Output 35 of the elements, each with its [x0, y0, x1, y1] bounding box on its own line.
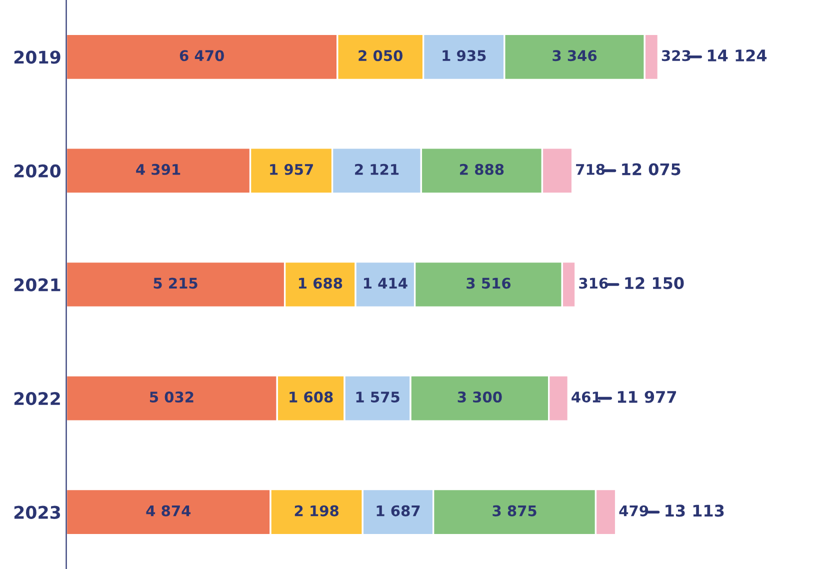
data-label: 3 300: [458, 392, 502, 403]
data-label: 1 688: [299, 278, 342, 289]
data-label: 479: [619, 505, 648, 516]
y-tick-label: 2021: [14, 278, 60, 292]
data-label: 2 888: [460, 164, 504, 175]
data-label: 1 935: [442, 50, 486, 62]
data-label: 2 121: [355, 164, 399, 175]
y-tick-label: 2020: [14, 164, 61, 178]
data-label: 6 470: [180, 50, 224, 62]
data-label: 1 575: [356, 392, 400, 403]
data-label: 323: [662, 50, 690, 62]
data-label: 5 215: [154, 278, 198, 289]
total-label: 12 075: [622, 163, 680, 176]
data-label: 1 608: [290, 392, 333, 403]
y-tick-label: 2023: [14, 506, 60, 519]
total-label: 13 113: [666, 504, 724, 517]
total-label: 11 977: [618, 390, 676, 403]
total-label: 14 124: [708, 49, 767, 62]
data-label: 1 687: [376, 505, 420, 516]
data-label: 461: [572, 392, 600, 403]
data-label: 5 032: [150, 392, 194, 403]
data-label: 2 198: [294, 505, 339, 516]
data-label: 3 516: [466, 278, 511, 289]
total-label: 12 150: [625, 277, 684, 290]
data-label: 1 957: [270, 164, 313, 175]
y-tick-label: 2022: [14, 392, 60, 406]
data-label: 316: [579, 278, 608, 289]
data-label: 4 391: [136, 164, 180, 175]
data-label: 718: [576, 164, 605, 175]
y-tick-label: 2019: [14, 50, 60, 64]
data-label: 2 050: [358, 50, 402, 62]
data-label: 1 414: [364, 278, 408, 289]
data-label: 3 346: [552, 50, 597, 62]
data-label: 4 874: [146, 505, 191, 516]
data-label: 3 875: [492, 505, 536, 516]
